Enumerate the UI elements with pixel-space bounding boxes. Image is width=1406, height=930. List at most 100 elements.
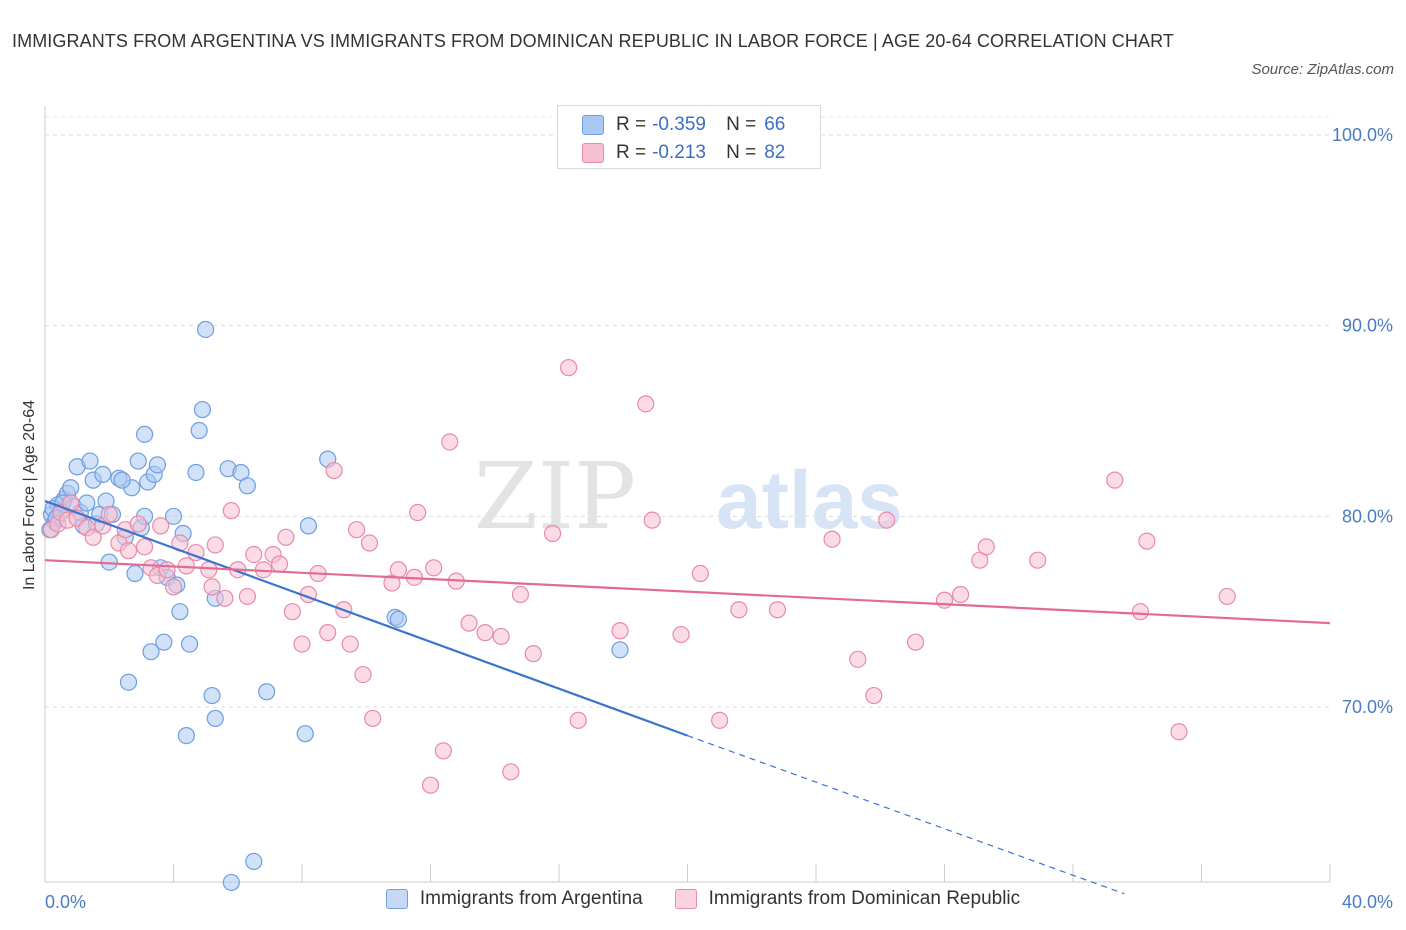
data-point — [865, 686, 883, 705]
data-point — [421, 776, 440, 794]
data-point — [258, 683, 276, 701]
y-tick-label: 70.0% — [1342, 697, 1393, 717]
data-point — [129, 515, 147, 533]
data-point — [293, 635, 311, 653]
data-point — [193, 400, 212, 419]
stats-legend-row-argentina: R = -0.359 N = 66 — [582, 111, 785, 139]
watermark: ZIP atlas — [474, 443, 903, 550]
data-point — [62, 479, 80, 497]
data-point — [222, 873, 240, 892]
data-point — [180, 635, 199, 653]
data-point — [296, 725, 314, 743]
data-point — [849, 650, 867, 668]
trend-line-argentina — [44, 500, 688, 737]
data-point — [245, 852, 263, 871]
trend-line-dominican — [44, 559, 1331, 625]
data-point — [78, 494, 96, 512]
data-point — [187, 463, 205, 482]
data-point — [164, 507, 183, 525]
data-point — [203, 686, 221, 705]
n-value: 66 — [764, 114, 786, 135]
data-point — [441, 433, 459, 451]
data-point — [158, 561, 176, 579]
data-point — [1106, 471, 1124, 489]
data-point — [691, 564, 709, 583]
r-label: R = — [616, 114, 647, 135]
data-point — [155, 633, 173, 651]
data-point — [951, 585, 970, 604]
data-point — [502, 763, 520, 781]
data-point — [119, 542, 138, 560]
data-point — [878, 511, 896, 529]
data-point — [222, 502, 240, 520]
data-point — [643, 511, 661, 529]
y-tick-label: 100.0% — [1332, 125, 1393, 145]
data-point — [1131, 603, 1150, 621]
data-point — [409, 503, 427, 522]
x-tick-label-max: 40.0% — [1342, 892, 1393, 912]
data-point — [197, 320, 215, 339]
data-point — [164, 578, 183, 596]
data-point — [425, 559, 443, 577]
trend-lines — [44, 500, 1331, 895]
data-point — [319, 624, 337, 642]
data-point — [177, 726, 195, 745]
y-tick-label: 80.0% — [1342, 506, 1393, 526]
data-point — [203, 578, 221, 596]
data-point — [216, 589, 234, 607]
data-point — [476, 624, 494, 642]
data-point — [823, 530, 841, 548]
data-point — [637, 395, 655, 413]
data-point — [200, 561, 218, 579]
legend-label-dominican: Immigrants from Dominican Republic — [708, 888, 1021, 909]
data-point — [389, 610, 407, 628]
data-point — [152, 517, 170, 535]
stats-legend: R = -0.359 N = 66 R = -0.213 N = 82 — [557, 105, 821, 169]
data-point — [245, 545, 263, 564]
axes — [44, 106, 1331, 883]
legend-swatch-dominican — [674, 889, 697, 909]
chart-title: IMMIGRANTS FROM ARGENTINA VS IMMIGRANTS … — [12, 31, 1174, 51]
axis-labels: In Labor Force | Age 20-64 100.0% 90.0% 80… — [21, 125, 1393, 912]
r-label: R = — [616, 142, 647, 163]
legend-label-argentina: Immigrants from Argentina — [419, 888, 643, 909]
source-label: Source: ZipAtlas.com — [1251, 61, 1394, 78]
data-point — [135, 538, 154, 556]
data-point — [283, 603, 301, 621]
data-point — [360, 534, 379, 552]
data-point — [148, 456, 167, 474]
r-value: -0.359 — [652, 114, 706, 135]
data-point — [135, 425, 154, 443]
data-point — [238, 587, 256, 606]
y-tick-label: 90.0% — [1342, 316, 1393, 336]
series-dominican — [42, 359, 1236, 794]
data-point — [611, 641, 629, 659]
series-legend: Immigrants from Argentina Immigrants fro… — [0, 888, 1406, 910]
data-point — [1170, 723, 1188, 741]
data-point — [569, 711, 587, 729]
data-point — [711, 711, 729, 729]
data-point — [299, 517, 318, 535]
data-point — [543, 524, 562, 543]
data-point — [126, 564, 144, 583]
data-point — [94, 465, 112, 483]
data-point — [1138, 532, 1156, 550]
data-point — [142, 643, 160, 661]
data-point — [977, 538, 995, 556]
legend-item-argentina[interactable]: Immigrants from Argentina — [385, 888, 643, 910]
data-point — [364, 709, 382, 728]
legend-swatch-argentina — [385, 889, 408, 909]
stats-legend-row-dominican: R = -0.213 N = 82 — [582, 139, 785, 167]
data-point — [672, 625, 690, 644]
data-point — [100, 505, 118, 524]
data-point — [238, 477, 256, 495]
data-point — [277, 528, 295, 546]
data-point — [524, 645, 542, 663]
legend-item-dominican[interactable]: Immigrants from Dominican Republic — [674, 888, 1021, 910]
watermark-atlas: atlas — [716, 455, 903, 546]
data-point — [768, 601, 787, 619]
data-point — [906, 633, 925, 651]
data-point — [611, 622, 629, 640]
data-point — [190, 421, 208, 440]
